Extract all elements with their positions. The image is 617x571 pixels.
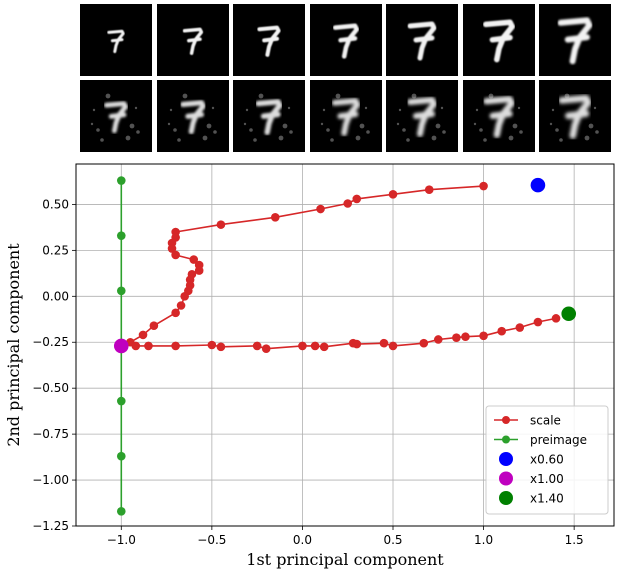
point-scale [479, 331, 488, 341]
point-scale [497, 326, 506, 336]
thumbnail-preimage-7 [539, 80, 611, 152]
point-scale [419, 338, 429, 348]
point-scale [352, 194, 362, 204]
point-preimage [116, 396, 126, 406]
point-scale [533, 317, 543, 327]
point-scale [131, 341, 141, 351]
thumbnail-scale-6 [462, 4, 535, 76]
point-preimage [116, 231, 126, 240]
point-scale [149, 321, 159, 331]
point-scale [424, 185, 434, 195]
point-scale [343, 199, 353, 208]
point-scale [515, 323, 525, 332]
legend-point-preimage [502, 435, 510, 444]
legend-marker-x1.40 [499, 491, 513, 505]
point-scale [352, 339, 362, 349]
marker-x1.00 [113, 338, 129, 354]
point-scale [194, 266, 204, 275]
point-scale [207, 340, 217, 350]
point-preimage [116, 451, 126, 461]
point-scale [171, 308, 180, 318]
point-scale [310, 341, 320, 351]
point-scale [167, 244, 177, 253]
plot-frame [75, 163, 615, 527]
pca-chart: −1.0 −0.5 0.0 0.5 1.0 1.5 0.50 0.25 0.00 −0.25 −0… [4, 163, 615, 569]
point-scale [479, 181, 488, 191]
legend-label-scale: scale [530, 414, 561, 428]
point-scale [298, 341, 307, 351]
x-tick-label: −1.0 [107, 533, 136, 547]
thumbnail-scale-4 [309, 4, 382, 76]
x-tick-label: 1.5 [565, 533, 584, 547]
point-scale [138, 330, 148, 340]
x-tick-label: −0.5 [197, 533, 226, 547]
y-tick-label: 0.00 [42, 289, 69, 303]
y-tick-label: −1.25 [32, 519, 69, 533]
y-axis-title: 2nd principal component [4, 243, 23, 447]
thumbnail-scale-7 [539, 4, 611, 76]
point-scale [388, 341, 398, 351]
x-axis-title: 1st principal component [246, 550, 444, 569]
x-tick-label: 1.0 [474, 533, 493, 547]
legend-marker-x0.60 [499, 452, 513, 466]
thumbnail-preimage-3 [233, 80, 305, 152]
point-scale [180, 292, 189, 301]
point-scale [171, 341, 180, 351]
point-scale [216, 220, 226, 229]
highlight-markers [113, 177, 577, 354]
point-preimage [116, 176, 126, 185]
x-axis-ticks: −1.0 −0.5 0.0 0.5 1.0 1.5 [107, 526, 584, 547]
point-scale [216, 342, 226, 352]
thumbnail-grid [0, 0, 617, 160]
point-scale [433, 335, 443, 344]
x-tick-label: 0.5 [383, 533, 402, 547]
point-scale [379, 338, 389, 348]
point-scale [189, 255, 199, 264]
point-scale [176, 301, 186, 310]
thumbnail-scale-5 [386, 4, 458, 76]
point-scale [388, 190, 398, 199]
legend-point-scale [502, 416, 510, 424]
thumbnail-preimage-1 [80, 80, 152, 152]
series-line-scale [129, 185, 557, 350]
thumbnail-preimage-5 [386, 80, 458, 152]
point-preimage [116, 506, 126, 516]
legend-label-preimage: preimage [530, 433, 587, 447]
point-scale [252, 341, 262, 351]
marker-x0.60 [530, 177, 546, 193]
thumbnail-scale-3 [233, 4, 305, 76]
point-scale [261, 344, 271, 353]
legend-label-x1.00: x1.00 [530, 472, 564, 486]
thumbnail-scale-1 [80, 4, 152, 76]
point-preimage [116, 286, 126, 296]
point-scale [316, 204, 325, 214]
thumbnail-scale-2 [156, 4, 229, 76]
y-tick-label: 0.25 [42, 243, 69, 257]
legend: scale preimage x0.60 x1.00 x1.40 [485, 405, 609, 515]
y-tick-label: −0.75 [32, 427, 69, 441]
x-tick-label: 0.0 [293, 533, 312, 547]
legend-label-x1.40: x1.40 [530, 492, 564, 506]
point-scale [270, 212, 280, 222]
marker-x1.40 [561, 306, 577, 322]
point-scale [144, 341, 153, 351]
thumbnail-preimage-4 [309, 80, 382, 152]
y-tick-label: −1.00 [32, 473, 69, 487]
y-tick-label: −0.25 [32, 335, 69, 349]
y-axis-ticks: 0.50 0.25 0.00 −0.25 −0.50 −0.75 −1.00 −1.25 [32, 197, 76, 533]
y-tick-label: −0.50 [32, 381, 69, 395]
legend-marker-x1.00 [499, 471, 513, 486]
point-scale [461, 332, 470, 342]
legend-label-x0.60: x0.60 [530, 453, 564, 467]
point-scale [171, 250, 180, 260]
thumbnail-preimage-6 [462, 80, 535, 152]
point-scale [452, 333, 461, 342]
point-scale [319, 342, 329, 352]
thumbnail-preimage-2 [156, 80, 229, 152]
legend-box [485, 405, 609, 515]
point-scale [551, 314, 561, 323]
series-points [116, 176, 561, 516]
y-tick-label: 0.50 [42, 197, 69, 211]
